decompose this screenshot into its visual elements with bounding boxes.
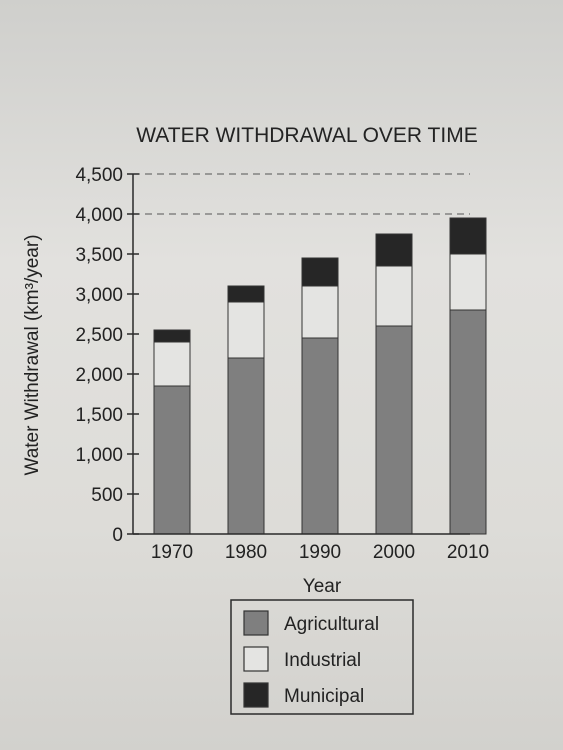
y-tick-label: 4,500 [75,165,123,186]
legend-label-municipal: Municipal [284,686,364,707]
y-tick-label: 2,500 [75,325,123,346]
bar-segment-industrial [301,285,339,339]
bar-segment-municipal [301,257,339,287]
x-axis: 1970 1980 1990 2000 2010 [133,533,489,563]
x-tick-label: 2010 [447,542,489,563]
y-tick-label: 500 [91,485,123,506]
legend-label-industrial: Industrial [284,650,361,671]
legend: Agricultural Industrial Municipal [230,599,414,715]
chart-title: WATER WITHDRAWAL OVER TIME [136,124,477,147]
y-tick-label: 1,000 [75,445,123,466]
y-axis-label: Water Withdrawal (km³/year) [22,234,43,475]
x-tick-label: 1970 [151,542,193,563]
bar-segment-municipal [375,233,413,267]
bar-segment-agricultural [227,357,265,535]
bar-segment-industrial [227,301,265,359]
bar-segment-agricultural [153,385,191,535]
bar-segment-industrial [153,341,191,387]
bar-segment-municipal [449,217,487,255]
bar-segment-agricultural [301,337,339,535]
bar-segment-agricultural [375,325,413,535]
bar-segment-municipal [227,285,265,303]
bar-stack-2010 [449,217,487,535]
x-axis-label: Year [303,576,342,597]
legend-box [230,599,414,715]
bar-segment-industrial [375,265,413,327]
bar-segment-industrial [449,253,487,311]
bar-stack-1990 [301,257,339,535]
y-tick-label: 0 [112,525,123,546]
bar-stack-1970 [153,329,191,535]
bar-segment-agricultural [449,309,487,535]
y-tick-label: 3,000 [75,285,123,306]
y-tick-label: 1,500 [75,405,123,426]
x-tick-label: 1980 [225,542,267,563]
legend-swatch-municipal [243,682,269,708]
legend-swatch-agricultural [243,610,269,636]
bar-stack-2000 [375,233,413,535]
y-tick-label: 2,000 [75,365,123,386]
legend-label-agricultural: Agricultural [284,614,379,635]
gridlines [133,173,470,215]
y-axis: 0 500 1,000 1,500 2,000 2,500 3,000 3,500 4,000 4… [75,165,139,546]
legend-swatch-industrial [243,646,269,672]
x-tick-label: 2000 [373,542,415,563]
bar-segment-municipal [153,329,191,343]
y-tick-label: 4,000 [75,205,123,226]
x-tick-label: 1990 [299,542,341,563]
bar-stack-1980 [227,285,265,535]
y-tick-label: 3,500 [75,245,123,266]
bars [153,217,487,535]
